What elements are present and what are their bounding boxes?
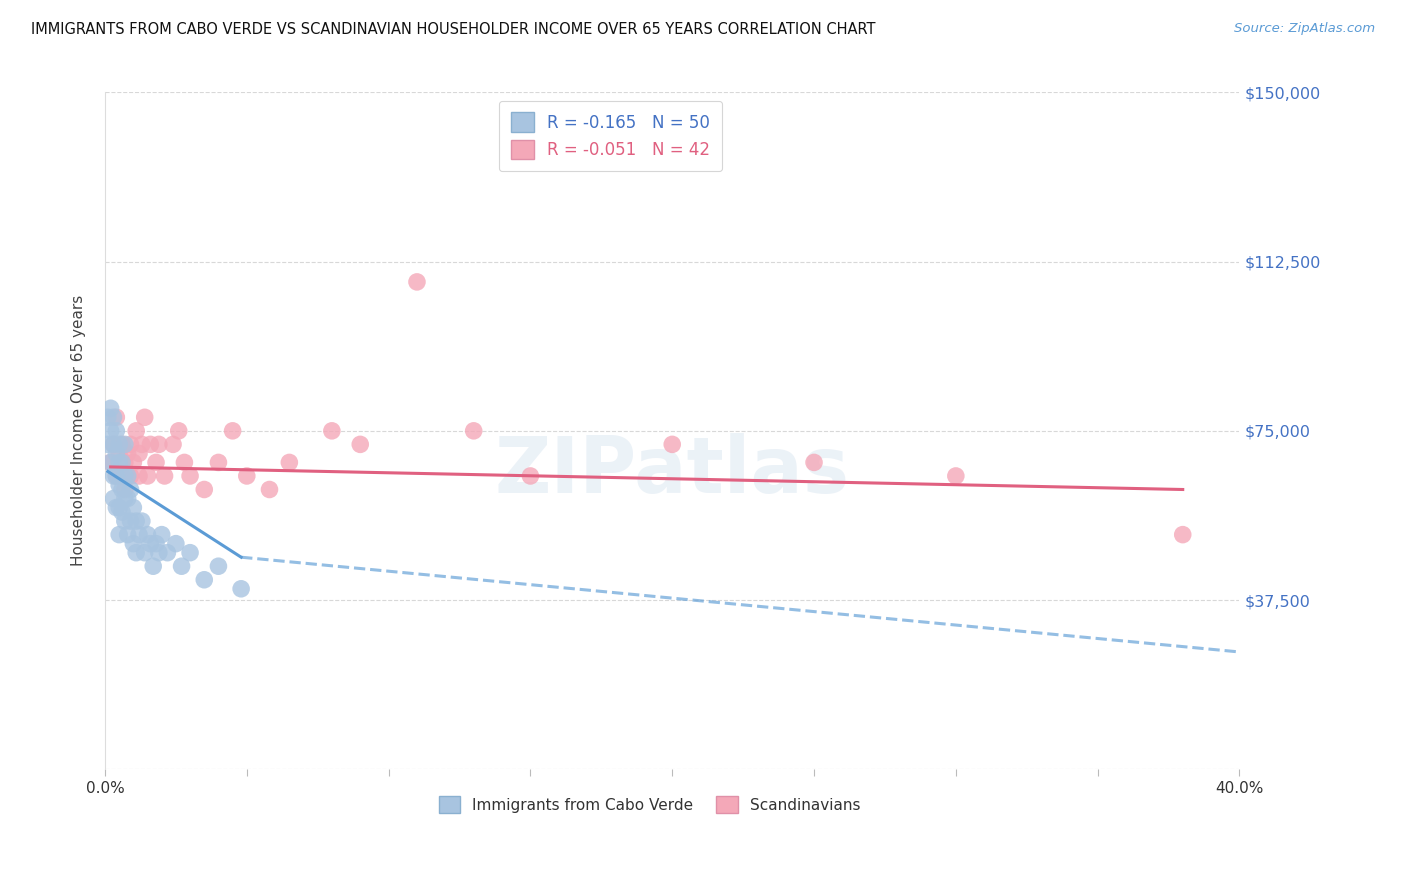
- Point: [519, 469, 541, 483]
- Point: [114, 483, 136, 497]
- Point: [321, 424, 343, 438]
- Point: [103, 437, 125, 451]
- Legend: Immigrants from Cabo Verde, Scandinavians: Immigrants from Cabo Verde, Scandinavian…: [429, 787, 869, 822]
- Point: [120, 469, 142, 483]
- Point: [134, 546, 156, 560]
- Point: [117, 446, 139, 460]
- Point: [139, 536, 162, 550]
- Point: [128, 527, 150, 541]
- Text: Source: ZipAtlas.com: Source: ZipAtlas.com: [1234, 22, 1375, 36]
- Point: [162, 437, 184, 451]
- Point: [259, 483, 281, 497]
- Point: [173, 455, 195, 469]
- Point: [170, 559, 193, 574]
- Point: [165, 536, 187, 550]
- Point: [105, 424, 128, 438]
- Point: [117, 491, 139, 506]
- Point: [105, 446, 128, 460]
- Point: [221, 424, 243, 438]
- Point: [103, 410, 125, 425]
- Point: [103, 437, 125, 451]
- Point: [150, 527, 173, 541]
- Point: [122, 455, 145, 469]
- Point: [148, 546, 170, 560]
- Point: [111, 437, 134, 451]
- Point: [125, 514, 148, 528]
- Text: ZIPatlas: ZIPatlas: [495, 434, 849, 509]
- Point: [100, 401, 122, 416]
- Point: [111, 505, 134, 519]
- Point: [229, 582, 252, 596]
- Point: [125, 546, 148, 560]
- Point: [128, 446, 150, 460]
- Point: [122, 536, 145, 550]
- Point: [108, 446, 131, 460]
- Point: [153, 469, 176, 483]
- Point: [179, 546, 201, 560]
- Point: [131, 514, 153, 528]
- Point: [108, 500, 131, 515]
- Point: [97, 410, 120, 425]
- Point: [136, 527, 159, 541]
- Point: [463, 424, 485, 438]
- Point: [108, 527, 131, 541]
- Point: [103, 469, 125, 483]
- Point: [114, 491, 136, 506]
- Point: [139, 437, 162, 451]
- Point: [179, 469, 201, 483]
- Point: [111, 483, 134, 497]
- Point: [114, 455, 136, 469]
- Point: [108, 455, 131, 469]
- Point: [97, 437, 120, 451]
- Point: [134, 410, 156, 425]
- Y-axis label: Householder Income Over 65 years: Householder Income Over 65 years: [72, 295, 86, 566]
- Point: [100, 455, 122, 469]
- Point: [105, 410, 128, 425]
- Text: IMMIGRANTS FROM CABO VERDE VS SCANDINAVIAN HOUSEHOLDER INCOME OVER 65 YEARS CORR: IMMIGRANTS FROM CABO VERDE VS SCANDINAVI…: [31, 22, 876, 37]
- Point: [207, 455, 229, 469]
- Point: [1171, 527, 1194, 541]
- Point: [128, 469, 150, 483]
- Point: [145, 455, 167, 469]
- Point: [111, 455, 134, 469]
- Point: [108, 437, 131, 451]
- Point: [117, 469, 139, 483]
- Point: [406, 275, 429, 289]
- Point: [105, 469, 128, 483]
- Point: [100, 424, 122, 438]
- Point: [103, 491, 125, 506]
- Point: [117, 527, 139, 541]
- Point: [105, 469, 128, 483]
- Point: [803, 455, 825, 469]
- Point: [156, 546, 179, 560]
- Point: [142, 559, 165, 574]
- Point: [167, 424, 190, 438]
- Point: [193, 483, 215, 497]
- Point: [207, 559, 229, 574]
- Point: [122, 500, 145, 515]
- Point: [661, 437, 683, 451]
- Point: [111, 469, 134, 483]
- Point: [236, 469, 259, 483]
- Point: [120, 437, 142, 451]
- Point: [349, 437, 371, 451]
- Point: [108, 478, 131, 492]
- Point: [100, 455, 122, 469]
- Point: [125, 424, 148, 438]
- Point: [148, 437, 170, 451]
- Point: [278, 455, 301, 469]
- Point: [114, 514, 136, 528]
- Point: [105, 500, 128, 515]
- Point: [945, 469, 967, 483]
- Point: [136, 469, 159, 483]
- Point: [120, 483, 142, 497]
- Point: [114, 469, 136, 483]
- Point: [193, 573, 215, 587]
- Point: [145, 536, 167, 550]
- Point: [131, 437, 153, 451]
- Point: [114, 437, 136, 451]
- Point: [120, 514, 142, 528]
